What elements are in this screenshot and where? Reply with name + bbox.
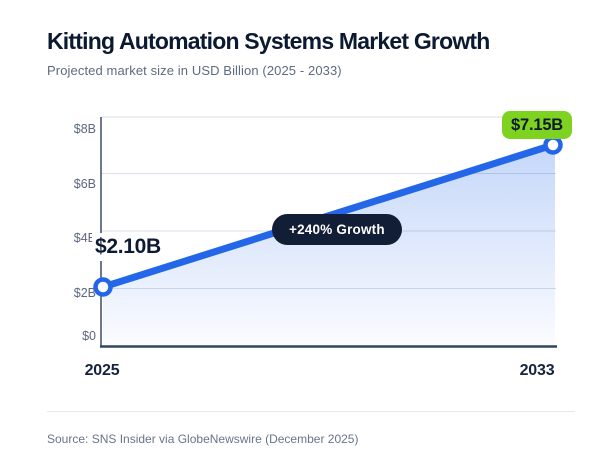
data-point-end [543,135,563,155]
y-axis-label-4b: $4B [73,231,96,245]
divider [47,411,575,412]
y-axis-label-0: $0 [82,329,96,343]
source-text: Source: SNS Insider via GlobeNewswire (D… [47,432,359,446]
area-fill [103,144,555,346]
y-axis-label-6b: $6B [73,177,96,191]
y-axis-label-2b: $2B [73,286,96,300]
x-axis-label-2033: 2033 [519,362,555,379]
end-value-badge: $7.15B [502,111,573,139]
page-title: Kitting Automation Systems Market Growth [47,28,490,54]
start-value-label: $2.10B [92,233,166,261]
x-axis-label-2025: 2025 [84,362,120,379]
data-point-start [93,277,113,297]
y-axis-label-8b: $8B [73,122,96,136]
page-subtitle: Projected market size in USD Billion (20… [47,63,342,78]
growth-badge: +240% Growth [272,214,402,245]
